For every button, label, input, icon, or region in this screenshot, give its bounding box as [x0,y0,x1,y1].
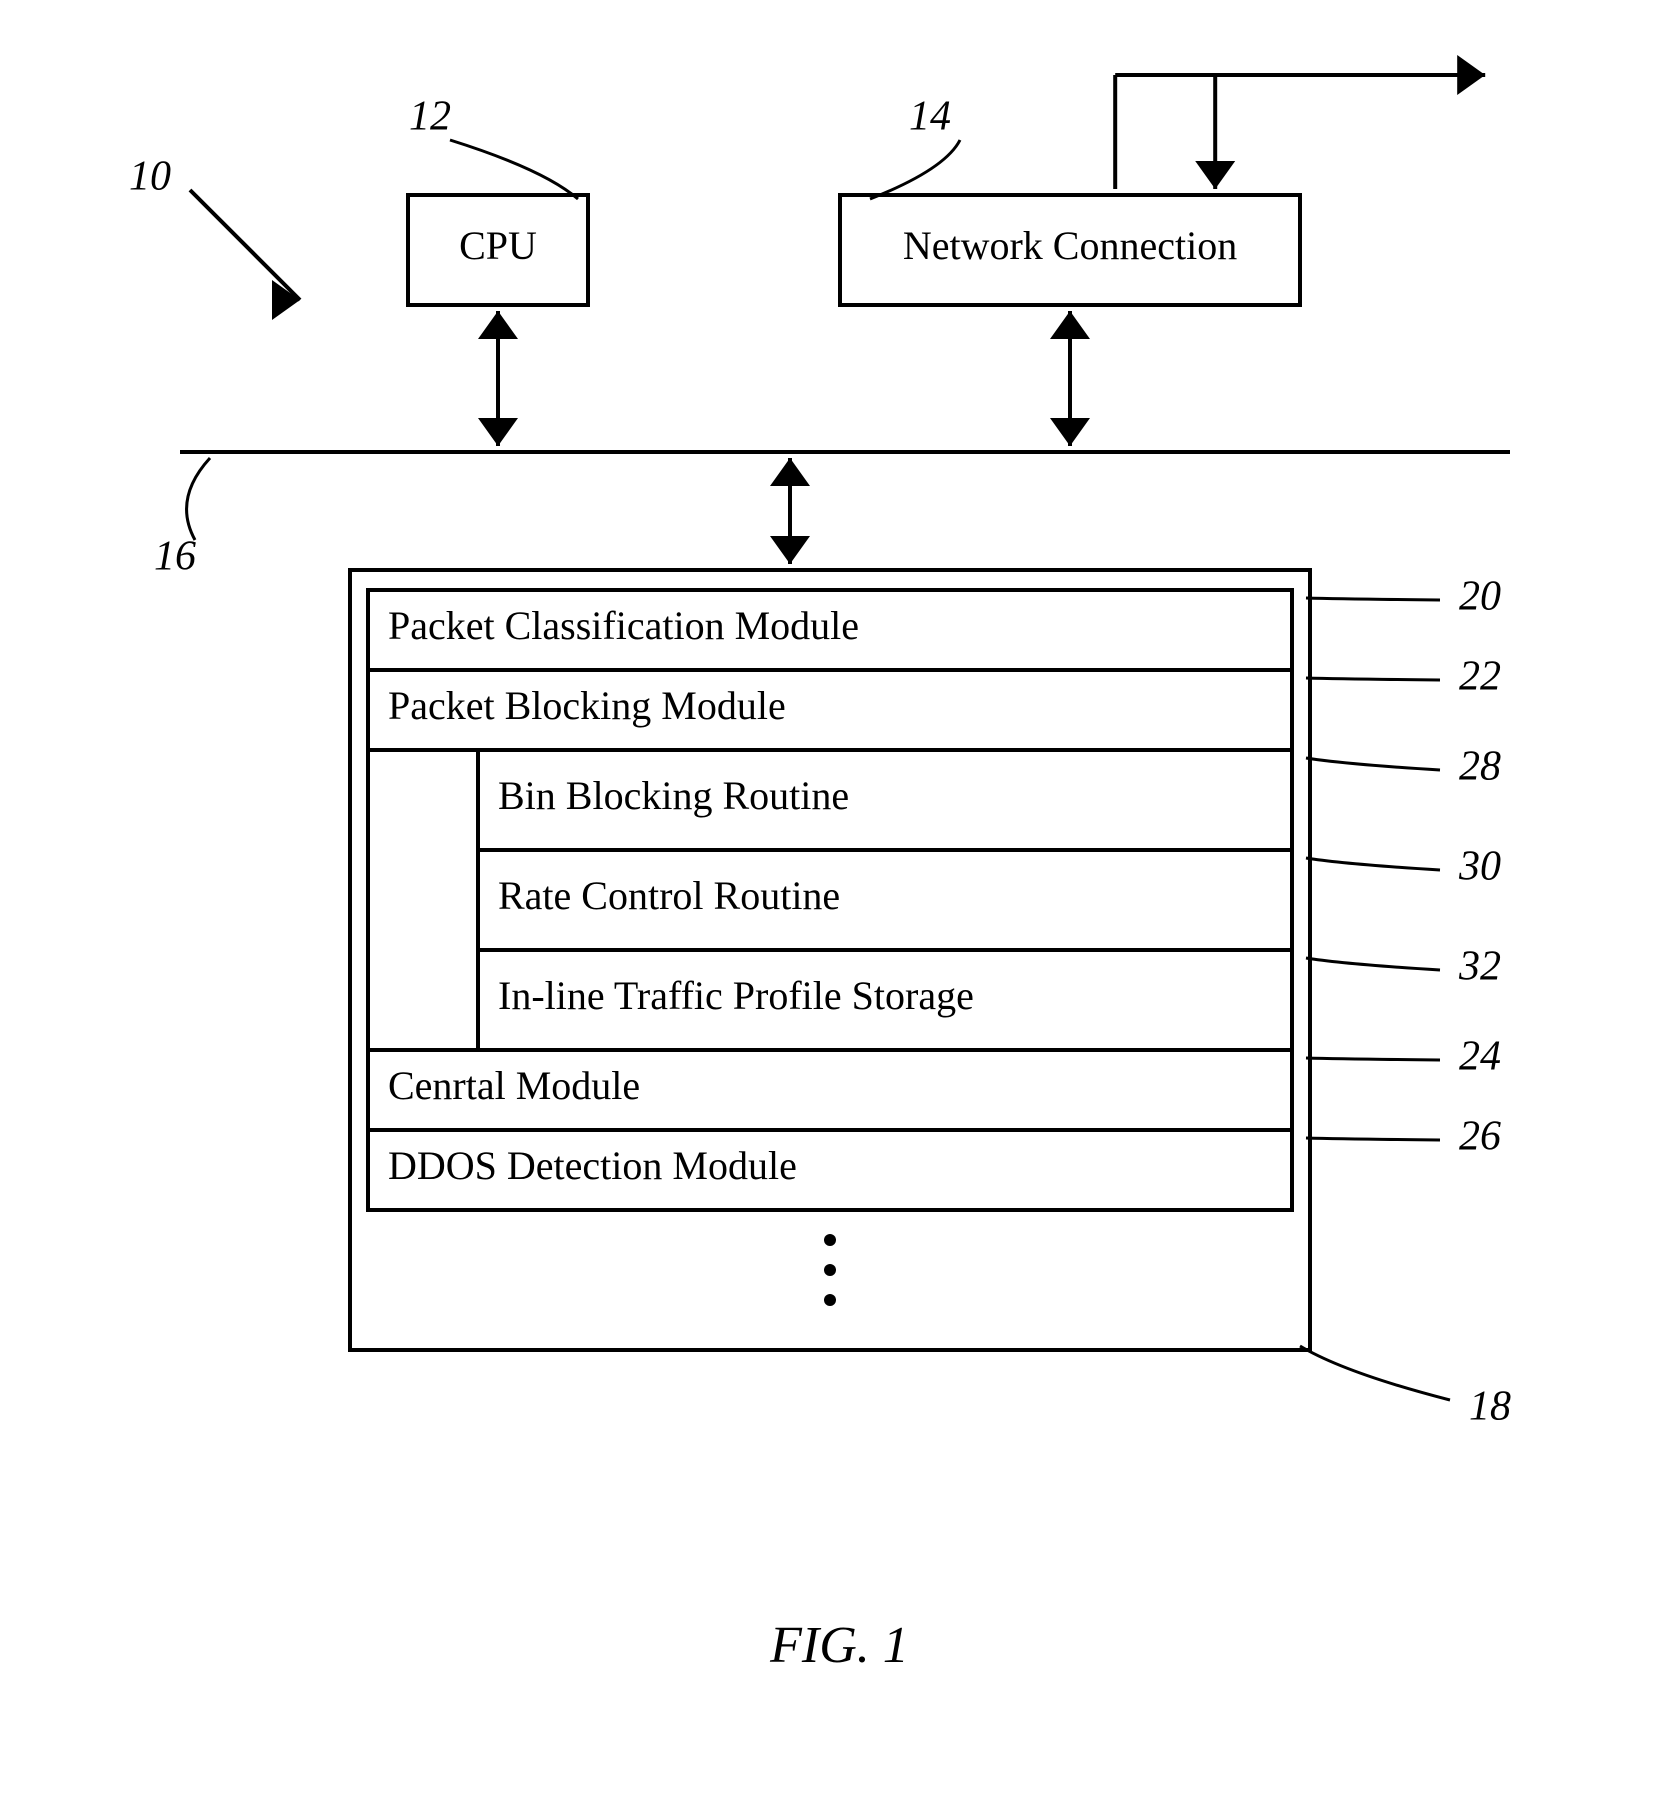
ref-22: 22 [1459,654,1501,700]
network-connection-label: Network Connection [903,223,1237,268]
inline-traffic-profile-storage-label: In-line Traffic Profile Storage [498,973,974,1018]
packet-blocking-module-label: Packet Blocking Module [388,683,786,728]
network-connection-box: Network Connection [840,195,1300,305]
ref-32: 32 [1458,944,1501,990]
ref-10: 10 [129,154,171,200]
ref-26: 26 [1459,1114,1501,1160]
ref-20: 20 [1459,574,1501,620]
leader-ref-20 [1306,598,1440,600]
ellipsis-dot [824,1294,836,1306]
ellipsis-dot [824,1234,836,1246]
ddos-detection-module: DDOS Detection Module [368,1130,1292,1210]
leader-ref-22 [1306,678,1440,680]
rate-control-routine: Rate Control Routine [478,850,1292,950]
ref-18: 18 [1469,1384,1511,1430]
ref-12: 12 [409,94,451,140]
rate-control-routine-label: Rate Control Routine [498,873,840,918]
central-module-label: Cenrtal Module [388,1063,640,1108]
central-module: Cenrtal Module [368,1050,1292,1130]
bin-blocking-routine: Bin Blocking Routine [478,750,1292,850]
inline-traffic-profile-storage: In-line Traffic Profile Storage [478,950,1292,1050]
ref-30: 30 [1458,844,1501,890]
cpu-label: CPU [459,223,537,268]
packet-classification-module-label: Packet Classification Module [388,603,859,648]
leader-10 [190,190,300,300]
leader-ref-32 [1306,958,1440,970]
leader-12 [450,140,578,199]
packet-blocking-module: Packet Blocking Module [368,670,1292,750]
leader-ref-24 [1306,1058,1440,1060]
leader-18 [1300,1346,1450,1400]
ddos-detection-module-label: DDOS Detection Module [388,1143,797,1188]
leader-ref-26 [1306,1138,1440,1140]
figure-caption: FIG. 1 [769,1617,909,1674]
leader-14 [870,140,960,199]
leader-ref-28 [1306,758,1440,770]
ref-24: 24 [1459,1034,1501,1080]
memory-box: Packet Classification Module Packet Block… [350,570,1310,1350]
leader-ref-30 [1306,858,1440,870]
ref-16: 16 [154,534,196,580]
ref-14: 14 [909,94,951,140]
cpu-box: CPU [408,195,588,305]
ref-28: 28 [1459,744,1501,790]
bin-blocking-routine-label: Bin Blocking Routine [498,773,849,818]
ellipsis-dot [824,1264,836,1276]
packet-classification-module: Packet Classification Module [368,590,1292,670]
leader-16 [187,458,210,540]
